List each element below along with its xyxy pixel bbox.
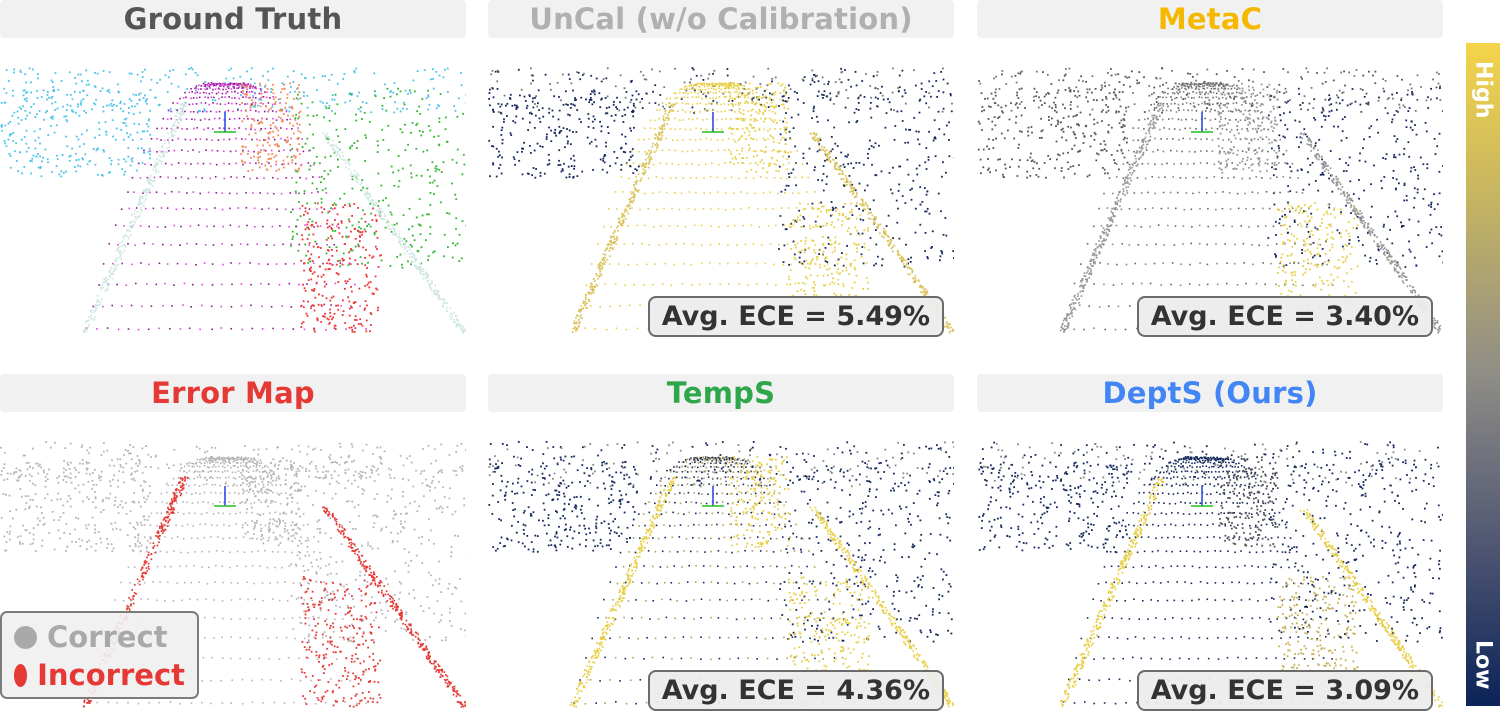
title-uncal: UnCal (w/o Calibration): [488, 0, 954, 38]
legend-item-incorrect: Incorrect: [14, 656, 185, 694]
point-cloud-image: [977, 416, 1443, 711]
confidence-colorbar: [1466, 43, 1500, 706]
panel-metac: Avg. ECE = 3.40%: [977, 42, 1443, 337]
point-cloud-image: [488, 42, 954, 337]
title-text: Ground Truth: [124, 2, 343, 36]
legend-item-correct: Correct: [14, 618, 185, 656]
title-metac: MetaC: [977, 0, 1443, 38]
gray-dot-icon: [14, 626, 37, 649]
title-text: DeptS (Ours): [1102, 376, 1317, 410]
colorbar-low-label: Low: [1466, 630, 1500, 700]
ece-badge: Avg. ECE = 4.36%: [648, 670, 944, 711]
title-depts: DeptS (Ours): [977, 374, 1443, 412]
panel-ground-truth: [0, 42, 466, 337]
title-text: Error Map: [151, 376, 315, 410]
legend-label: Incorrect: [37, 658, 185, 692]
error-legend: Correct Incorrect: [0, 611, 199, 699]
title-ground-truth: Ground Truth: [0, 0, 466, 38]
panel-temps: Avg. ECE = 4.36%: [488, 416, 954, 711]
title-temps: TempS: [488, 374, 954, 412]
title-text: UnCal (w/o Calibration): [529, 2, 912, 36]
title-text: MetaC: [1158, 2, 1262, 36]
ece-badge: Avg. ECE = 3.09%: [1137, 670, 1433, 711]
point-cloud-image: [0, 42, 466, 337]
panel-depts: Avg. ECE = 3.09%: [977, 416, 1443, 711]
colorbar-high-label: High: [1466, 50, 1500, 130]
legend-label: Correct: [47, 620, 168, 654]
red-dot-icon: [14, 664, 27, 687]
point-cloud-image: [977, 42, 1443, 337]
point-cloud-image: [488, 416, 954, 711]
panel-uncal: Avg. ECE = 5.49%: [488, 42, 954, 337]
title-error-map: Error Map: [0, 374, 466, 412]
ece-badge: Avg. ECE = 3.40%: [1137, 296, 1433, 337]
title-text: TempS: [667, 376, 775, 410]
ece-badge: Avg. ECE = 5.49%: [648, 296, 944, 337]
